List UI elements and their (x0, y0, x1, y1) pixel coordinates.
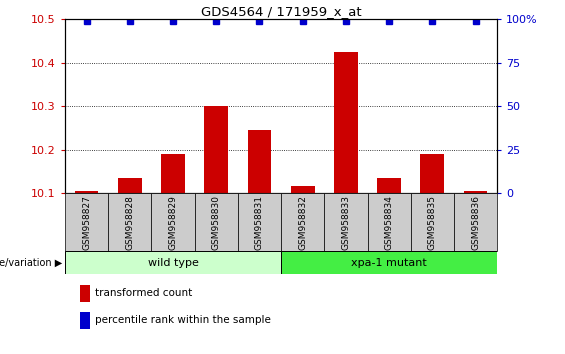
Bar (194, 193, 238, 251)
Bar (75, 191, 98, 193)
Title: GDS4564 / 171959_x_at: GDS4564 / 171959_x_at (201, 5, 362, 18)
Bar (118, 178, 142, 193)
Bar (238, 193, 281, 251)
Bar (247, 130, 271, 193)
Bar (65, 193, 108, 251)
Bar (65, 251, 281, 274)
Text: GSM958829: GSM958829 (168, 195, 177, 250)
Text: wild type: wild type (147, 258, 198, 268)
Text: GSM958836: GSM958836 (471, 195, 480, 250)
Bar (291, 187, 315, 193)
Text: GSM958832: GSM958832 (298, 195, 307, 250)
Bar (411, 193, 454, 251)
Text: genotype/variation ▶: genotype/variation ▶ (0, 258, 62, 268)
Bar (367, 193, 411, 251)
Bar (108, 193, 151, 251)
Text: percentile rank within the sample: percentile rank within the sample (95, 315, 271, 325)
Text: GSM958835: GSM958835 (428, 195, 437, 250)
Text: GSM958827: GSM958827 (82, 195, 91, 250)
Bar (80, 312, 90, 329)
Bar (454, 193, 497, 251)
Bar (80, 285, 90, 302)
Bar (281, 193, 324, 251)
Text: transformed count: transformed count (95, 288, 193, 298)
Text: GSM958831: GSM958831 (255, 195, 264, 250)
Text: GSM958833: GSM958833 (341, 195, 350, 250)
Bar (420, 154, 444, 193)
Text: GSM958834: GSM958834 (385, 195, 394, 250)
Bar (377, 178, 401, 193)
Text: xpa-1 mutant: xpa-1 mutant (351, 258, 427, 268)
Bar (334, 52, 358, 193)
Bar (151, 193, 194, 251)
Text: GSM958828: GSM958828 (125, 195, 134, 250)
Bar (281, 251, 497, 274)
Bar (464, 191, 488, 193)
Bar (161, 154, 185, 193)
Text: GSM958830: GSM958830 (212, 195, 221, 250)
Bar (324, 193, 368, 251)
Bar (205, 106, 228, 193)
